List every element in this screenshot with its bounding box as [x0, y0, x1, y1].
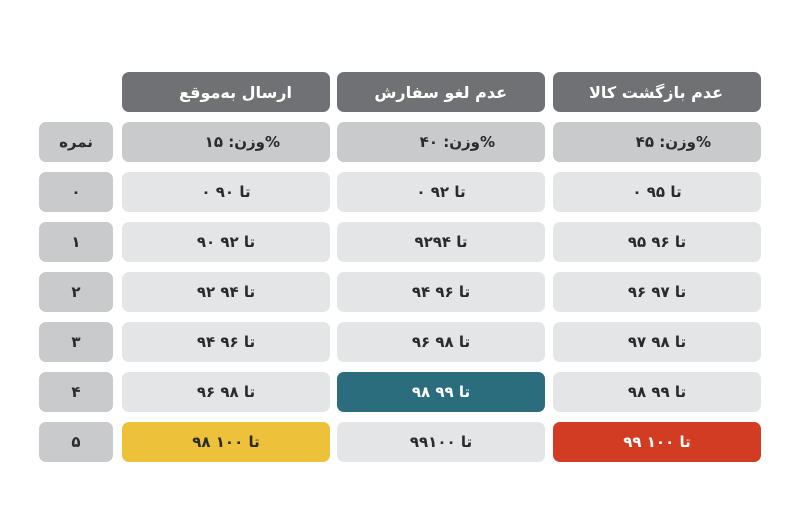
range-cell-on-time: ۰ تا ۹۰	[122, 172, 330, 212]
range-cell-no-cancel: ۹۹تا ۱۰۰	[337, 422, 545, 462]
score-cell: ۲	[39, 272, 113, 312]
column-header-on-time-delivery: ارسال به‌موقع	[122, 72, 330, 112]
column-header-no-cancellation: عدم لغو سفارش	[337, 72, 545, 112]
column-header-no-return: عدم بازگشت کالا	[553, 72, 761, 112]
range-cell-no-return: ۹۸ تا ۹۹	[553, 372, 761, 412]
weight-no-return: وزن: ۴۵%	[553, 122, 761, 162]
range-cell-no-cancel-highlighted: ۹۸ تا ۹۹	[337, 372, 545, 412]
range-cell-no-return: ۰ تا ۹۵	[553, 172, 761, 212]
range-cell-no-return-highlighted: ۹۹ تا ۱۰۰	[553, 422, 761, 462]
range-cell-on-time: ۹۲ تا ۹۴	[122, 272, 330, 312]
range-cell-no-cancel: ۹۲تا ۹۴	[337, 222, 545, 262]
range-cell-no-return: ۹۵ تا ۹۶	[553, 222, 761, 262]
weight-on-time-delivery: وزن: ۱۵%	[122, 122, 330, 162]
score-cell: ۵	[39, 422, 113, 462]
score-cell: ۱	[39, 222, 113, 262]
range-cell-no-cancel: ۹۶ تا ۹۸	[337, 322, 545, 362]
range-cell-no-cancel: ۰ تا ۹۲	[337, 172, 545, 212]
range-cell-no-return: ۹۶ تا ۹۷	[553, 272, 761, 312]
range-cell-on-time: ۹۶ تا ۹۸	[122, 372, 330, 412]
score-header: نمره	[39, 122, 113, 162]
score-cell: ۳	[39, 322, 113, 362]
score-cell: ۴	[39, 372, 113, 412]
range-cell-on-time: ۹۰ تا ۹۲	[122, 222, 330, 262]
range-cell-no-return: ۹۷ تا ۹۸	[553, 322, 761, 362]
score-cell: ۰	[39, 172, 113, 212]
range-cell-on-time-highlighted: ۹۸ تا ۱۰۰	[122, 422, 330, 462]
weight-no-cancellation: وزن: ۴۰%	[337, 122, 545, 162]
range-cell-no-cancel: ۹۴ تا ۹۶	[337, 272, 545, 312]
range-cell-on-time: ۹۴ تا ۹۶	[122, 322, 330, 362]
